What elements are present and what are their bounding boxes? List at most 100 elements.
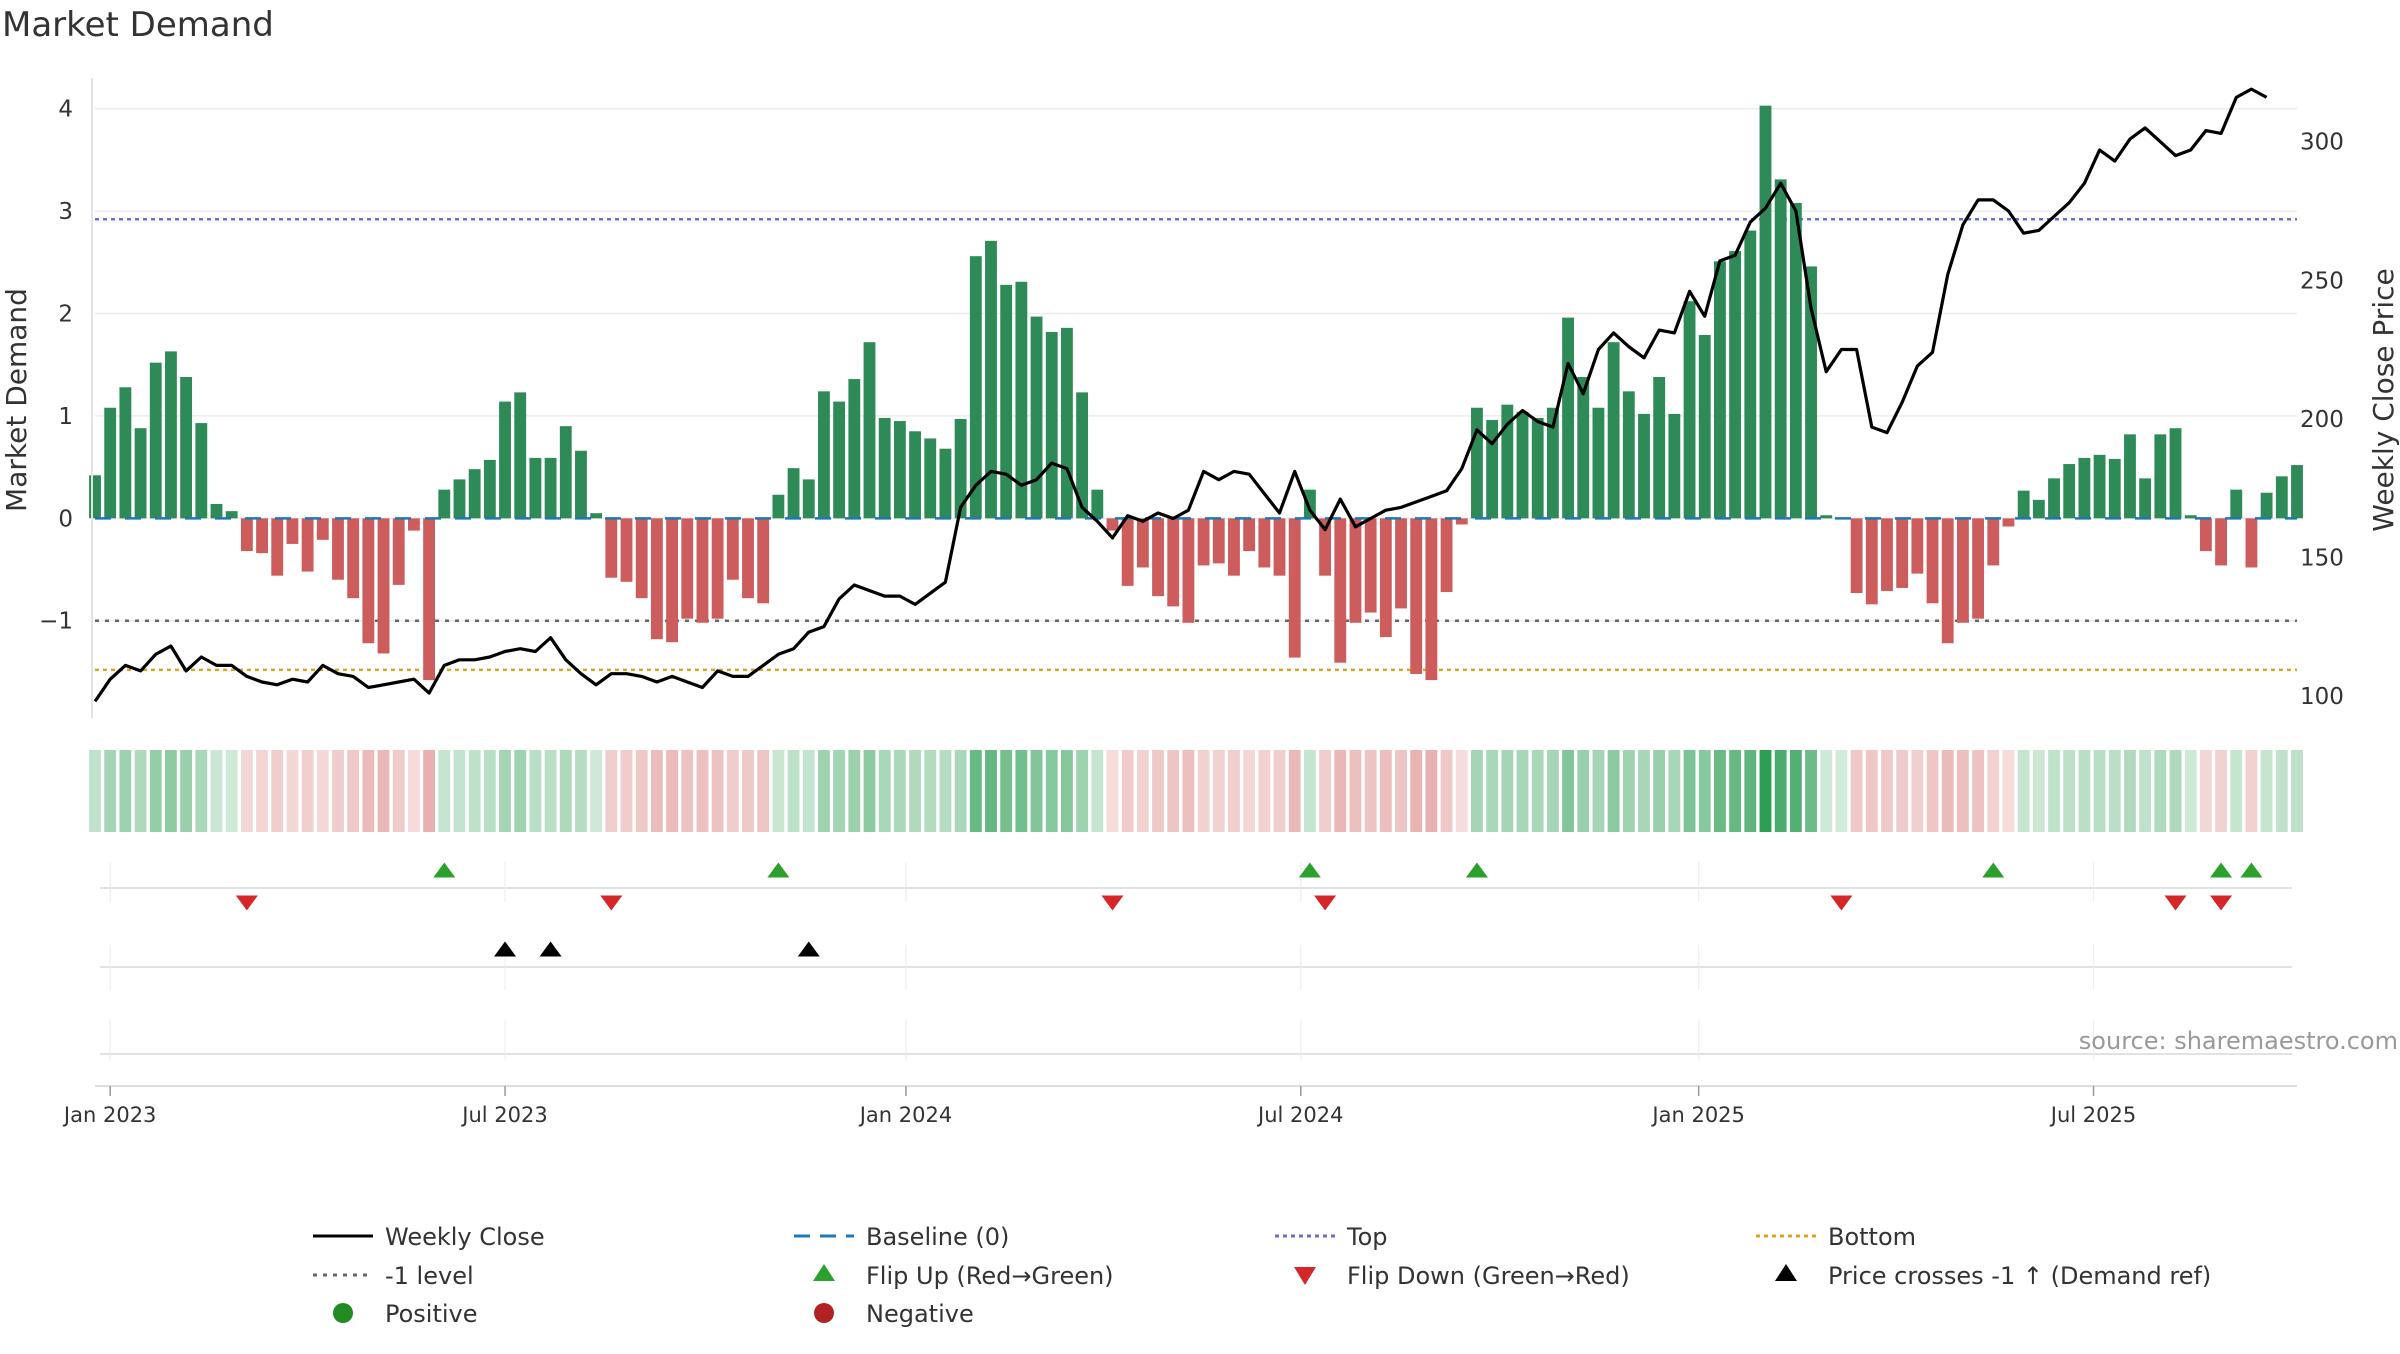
heat-cell <box>559 750 572 832</box>
flip-down-triangle-icon <box>2210 895 2233 911</box>
heat-cell <box>1212 750 1225 832</box>
heat-cell <box>240 750 253 832</box>
demand-bar <box>149 362 162 519</box>
heat-cell <box>1881 750 1893 832</box>
heat-cell <box>2245 750 2258 832</box>
heat-cell <box>316 750 329 832</box>
demand-bar <box>757 518 770 604</box>
heat-cell <box>377 750 390 832</box>
flip-up-triangle-icon <box>2240 862 2263 878</box>
flip-down-triangle-icon <box>2164 895 2187 911</box>
demand-bar <box>590 513 603 519</box>
heat-cell <box>2032 750 2045 832</box>
heat-cell <box>666 750 678 832</box>
heat-cell <box>1364 750 1377 832</box>
demand-bar <box>119 387 132 519</box>
demand-bar <box>347 518 360 599</box>
heat-cell <box>2063 750 2076 832</box>
left-tick-label: −1 <box>39 609 73 635</box>
heat-cell <box>590 750 603 832</box>
heat-cell <box>1759 750 1772 832</box>
demand-bar <box>1136 518 1149 568</box>
heat-cell <box>1334 750 1347 832</box>
heat-cell <box>1592 750 1605 832</box>
heat-cell <box>1714 750 1726 832</box>
demand-bar <box>848 379 861 519</box>
heat-cell <box>2230 750 2243 832</box>
heat-cell <box>1410 750 1423 832</box>
heat-cell <box>210 750 223 832</box>
demand-bar <box>2048 478 2060 519</box>
demand-bar <box>438 489 451 519</box>
demand-bar <box>2124 434 2136 519</box>
heat-cell <box>1516 750 1529 832</box>
flip-up-triangle-icon <box>1298 862 1321 878</box>
demand-bar <box>559 426 572 519</box>
heat-cell <box>681 750 694 832</box>
heat-cell <box>650 750 663 832</box>
heat-cell <box>2291 750 2303 832</box>
demand-bar <box>939 448 952 519</box>
heat-cell <box>1683 750 1696 832</box>
demand-bar <box>2139 478 2152 519</box>
heat-cell <box>1865 750 1878 832</box>
heat-cell <box>575 750 587 832</box>
demand-bar <box>1471 407 1483 519</box>
heat-cell <box>772 750 785 832</box>
x-tick-label: Jan 2025 <box>1650 1103 1745 1127</box>
demand-bar <box>499 401 511 519</box>
demand-bar <box>1668 413 1681 519</box>
demand-bar <box>1000 284 1013 519</box>
heat-cell <box>1531 750 1544 832</box>
heat-cell <box>1319 750 1332 832</box>
heat-cell <box>2275 750 2288 832</box>
demand-heat-strip <box>89 750 2303 832</box>
heat-cell <box>1030 750 1043 832</box>
heat-cell <box>1136 750 1149 832</box>
demand-bar <box>1273 518 1286 576</box>
demand-bar <box>2199 518 2212 552</box>
heat-cell <box>909 750 921 832</box>
demand-bar <box>468 469 481 519</box>
heat-cell <box>1486 750 1499 832</box>
heat-cell <box>1941 750 1954 832</box>
heat-cell <box>119 750 132 832</box>
heat-cell <box>1850 750 1863 832</box>
legend-minus-one-label: -1 level <box>385 1262 474 1290</box>
demand-bar <box>1121 518 1134 586</box>
axes: −1 0 1 2 3 4 100 150 200 250 300 Jan 2023 Jul 2023 Ja… <box>39 78 2344 1127</box>
heat-cell <box>1653 750 1666 832</box>
demand-bar <box>1303 489 1316 519</box>
heat-cell <box>726 750 739 832</box>
heat-cell <box>1273 750 1286 832</box>
demand-bar <box>1516 411 1529 519</box>
flip-down-triangle-icon <box>235 895 258 911</box>
heat-cell <box>1228 750 1240 832</box>
heat-cell <box>1152 750 1164 832</box>
demand-bar <box>833 401 846 519</box>
demand-bar <box>1638 413 1650 519</box>
heat-cell <box>1379 750 1392 832</box>
heat-cell <box>195 750 208 832</box>
heat-cell <box>1455 750 1468 832</box>
heat-cell <box>301 750 314 832</box>
event-markers <box>100 862 2292 1060</box>
heat-cell <box>1106 750 1119 832</box>
heat-cell <box>2048 750 2060 832</box>
x-tick-label: Jan 2024 <box>858 1103 953 1127</box>
heat-cell <box>1546 750 1559 832</box>
demand-bar <box>1850 518 1863 594</box>
demand-bar <box>1152 518 1164 597</box>
heat-cell <box>1577 750 1590 832</box>
heat-cell <box>635 750 648 832</box>
legend-negative-dot-icon <box>814 1303 834 1323</box>
legend-negative-label: Negative <box>866 1300 974 1328</box>
demand-bar <box>575 450 587 519</box>
heat-cell <box>969 750 982 832</box>
heat-cell <box>483 750 496 832</box>
heat-cell <box>1911 750 1924 832</box>
legend-top-label: Top <box>1346 1223 1388 1251</box>
legend-baseline-label: Baseline (0) <box>866 1223 1009 1251</box>
heat-cell <box>423 750 436 832</box>
legend-positive: Positive <box>333 1300 478 1328</box>
